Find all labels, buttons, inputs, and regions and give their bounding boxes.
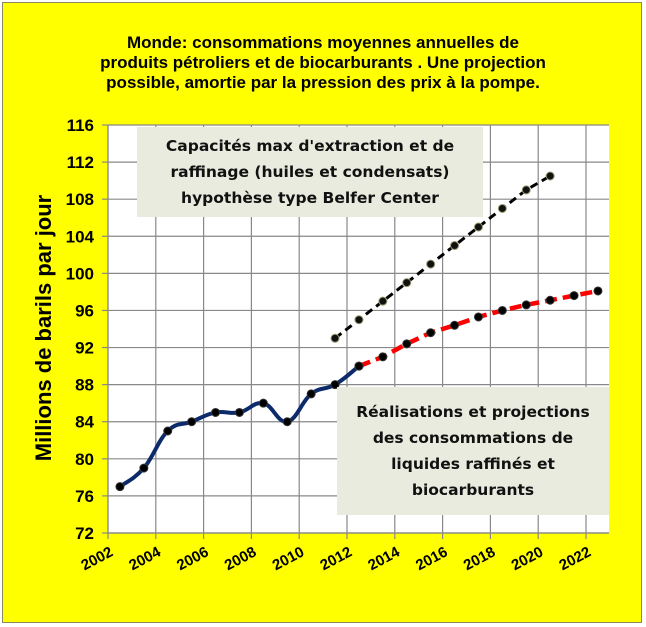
series-projection-point [450, 320, 460, 330]
x-tick-label: 2020 [509, 544, 546, 575]
series-capacity-point [545, 171, 555, 181]
x-tick-label: 2008 [222, 544, 259, 575]
x-tick-label: 2002 [78, 544, 115, 575]
y-tick-label: 112 [67, 153, 94, 172]
series-capacity-point [426, 259, 436, 269]
annotation-consumption-line: des consommations de [372, 429, 574, 447]
series-capacity-line [334, 174, 551, 340]
series-projection-point [402, 339, 412, 349]
chart-title: Monde: consommations moyennes annuelles … [0, 33, 646, 93]
annotation-capacity-line: Capacités max d'extraction et de [165, 137, 455, 155]
y-tick-label: 96 [75, 301, 94, 320]
x-tick-label: 2012 [317, 544, 354, 575]
series-capacity [330, 171, 555, 343]
series-capacity-point [402, 278, 412, 288]
annotation-consumption-line: liquides raffinés et [391, 455, 555, 473]
x-tick-label: 2014 [365, 543, 403, 574]
series-capacity-point [473, 222, 483, 232]
series-historical-point [306, 389, 316, 399]
series-historical-point [163, 426, 173, 436]
series-projection-point [378, 352, 388, 362]
y-tick-label: 92 [75, 339, 94, 358]
annotation-capacity-line: hypothèse type Belfer Center [181, 189, 439, 207]
series-projection-point [545, 295, 555, 305]
series-capacity-point [521, 185, 531, 195]
y-tick-labels: 72 76 80 84 88 92 96 100 104 108 112 116 [66, 116, 95, 543]
chart-title-line-3: possible, amortie par la pression des pr… [106, 73, 540, 92]
series-projection [354, 286, 603, 371]
series-capacity-point [354, 315, 364, 325]
annotation-consumption-line: Réalisations et projections [356, 403, 590, 421]
series-capacity-point [330, 333, 340, 343]
series-projection-point [354, 361, 364, 371]
x-tick-label: 2004 [126, 543, 164, 574]
annotation-consumption: Réalisations et projections des consomma… [337, 387, 609, 515]
y-tick-label: 116 [67, 116, 94, 135]
annotation-capacity-line: raffinage (huiles et condensats) [170, 163, 450, 181]
y-tick-label: 80 [75, 450, 94, 469]
series-capacity-point [497, 203, 507, 213]
y-tick-label: 76 [75, 487, 94, 506]
series-capacity-point [450, 241, 460, 251]
series-projection-point [593, 286, 603, 296]
series-historical-point [115, 482, 125, 492]
annotation-consumption-line: biocarburants [411, 481, 535, 499]
x-tick-label: 2006 [174, 544, 211, 575]
series-projection-point [569, 291, 579, 301]
series-historical-point [139, 463, 149, 473]
x-tick-label: 2022 [556, 544, 593, 575]
series-capacity-point [378, 296, 388, 306]
x-tick-label: 2018 [461, 544, 498, 575]
series-projection-point [473, 312, 483, 322]
y-tick-label: 88 [75, 376, 94, 395]
y-tick-label: 72 [75, 524, 94, 543]
series-historical-point [330, 380, 340, 390]
axes [102, 124, 609, 539]
series-historical-point [282, 417, 292, 427]
y-tick-label: 104 [66, 227, 95, 246]
series-group [115, 171, 603, 492]
y-tick-label: 84 [75, 413, 94, 432]
series-projection-point [497, 305, 507, 315]
series-projection-point [521, 300, 531, 310]
series-historical-point [211, 407, 221, 417]
series-historical-point [234, 407, 244, 417]
annotation-capacity: Capacités max d'extraction et de raffina… [137, 127, 483, 217]
series-historical-point [187, 417, 197, 427]
x-tick-labels: 2002 2004 2006 2008 2010 2012 2014 2016 2018 2020… [78, 543, 593, 574]
y-tick-label: 100 [66, 264, 94, 283]
series-historical-point [258, 398, 268, 408]
chart-title-line-2: produits pétroliers et de biocarburants … [100, 53, 546, 72]
x-tick-label: 2016 [413, 544, 450, 575]
chart-title-line-1: Monde: consommations moyennes annuelles … [126, 33, 520, 52]
x-tick-label: 2010 [270, 544, 307, 575]
series-projection-point [426, 328, 436, 338]
y-tick-label: 108 [66, 190, 94, 209]
